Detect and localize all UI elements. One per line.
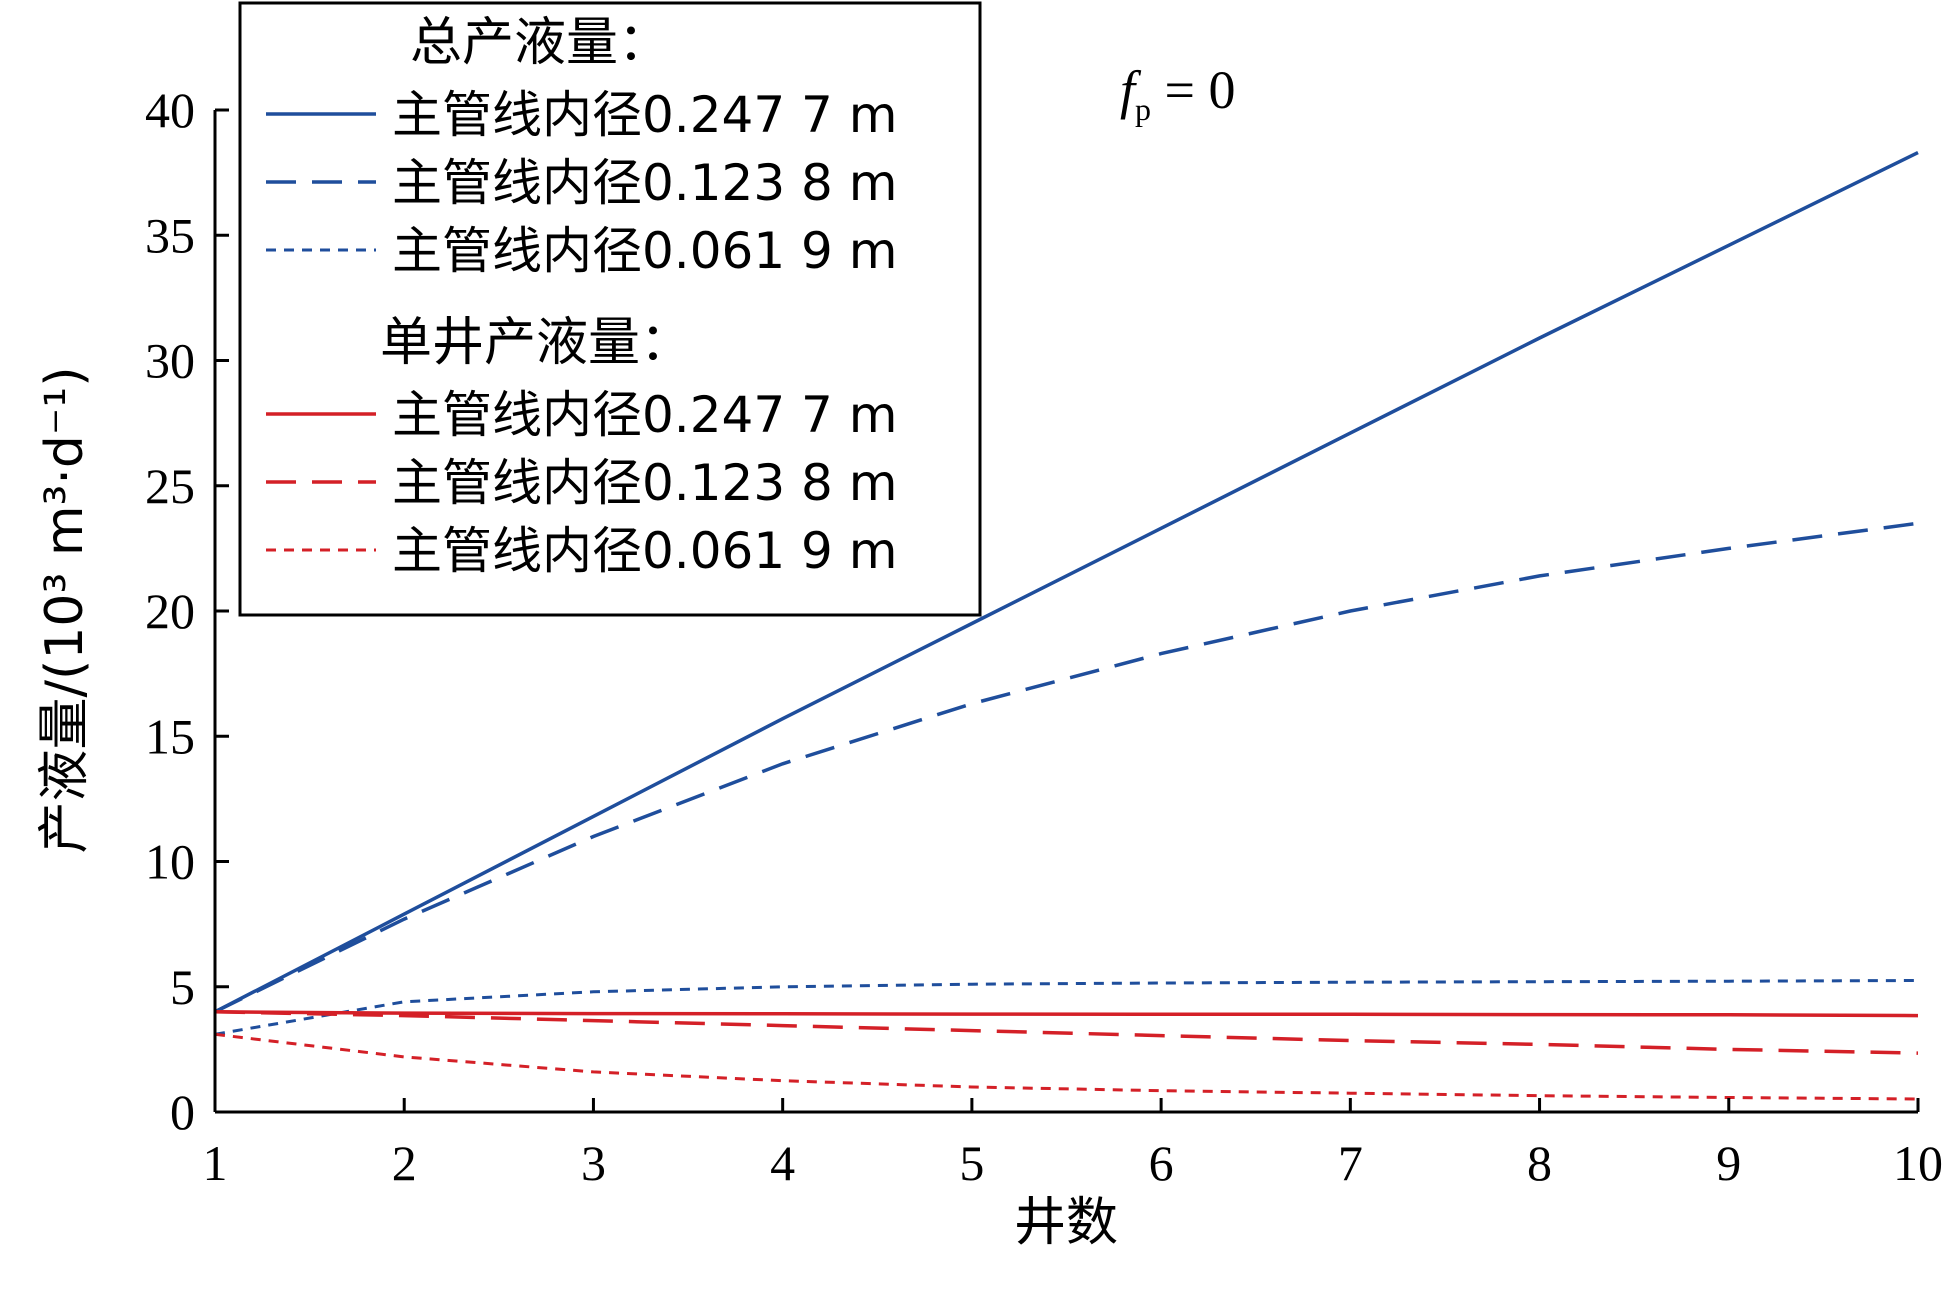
legend-items: 总产液量： 主管线内径0.247 7 m 主管线内径0.123 8 m 主管线内径0.…	[266, 13, 897, 580]
fp-subscript: p	[1135, 91, 1151, 127]
x-tick-label: 6	[1149, 1135, 1174, 1191]
x-tick-label: 8	[1527, 1135, 1552, 1191]
legend-group-title: 总产液量：	[410, 13, 670, 73]
series-line-2	[214, 979, 1919, 1036]
y-axis-title: 产液量/(10³ m³·d⁻¹)	[35, 367, 95, 854]
series-line-5	[214, 1032, 1919, 1101]
series-line-1	[214, 521, 1919, 1014]
y-tick-label: 40	[145, 82, 195, 138]
y-tick-label: 0	[170, 1084, 195, 1140]
x-tick-label: 9	[1716, 1135, 1741, 1191]
fp-rest: = 0	[1151, 60, 1235, 120]
legend-entry-label: 主管线内径0.123 8 m	[392, 154, 897, 212]
series-line-0	[214, 151, 1919, 1014]
legend-entry-label: 主管线内径0.247 7 m	[392, 386, 897, 444]
y-tick-label: 5	[170, 959, 195, 1015]
x-tick-label: 2	[392, 1135, 417, 1191]
plot-lines	[214, 151, 1919, 1101]
x-tick-label: 3	[581, 1135, 606, 1191]
legend-box	[238, 1, 982, 617]
x-axis-title: 井数	[1014, 1193, 1118, 1253]
x-tick-label: 5	[959, 1135, 984, 1191]
x-tick-label: 7	[1338, 1135, 1363, 1191]
y-tick-label: 20	[145, 583, 195, 639]
legend-entry-label: 主管线内径0.123 8 m	[392, 454, 897, 512]
x-tick-label: 4	[770, 1135, 795, 1191]
legend-entry-label: 主管线内径0.061 9 m	[392, 522, 897, 580]
fp-annotation: fp = 0	[1120, 60, 1235, 127]
y-ticks: 0 5 10 15 20 25 30 35 40	[145, 82, 229, 1140]
legend-entry-label: 主管线内径0.061 9 m	[392, 222, 897, 280]
y-tick-label: 25	[145, 458, 195, 514]
x-tick-label: 1	[203, 1135, 228, 1191]
series-line-4	[214, 1010, 1919, 1055]
legend: 总产液量： 主管线内径0.247 7 m 主管线内径0.123 8 m 主管线内径0.…	[238, 1, 982, 617]
y-tick-label: 15	[145, 708, 195, 764]
series-line-3	[214, 1010, 1919, 1018]
y-tick-label: 10	[145, 834, 195, 890]
x-ticks: 1 2 3 4 5 6 7 8 9 10	[203, 1098, 1943, 1191]
legend-entry-label: 主管线内径0.247 7 m	[392, 86, 897, 144]
x-tick-label: 10	[1893, 1135, 1943, 1191]
legend-group-title: 单井产液量：	[380, 313, 692, 373]
y-tick-label: 30	[145, 333, 195, 389]
y-tick-label: 35	[145, 207, 195, 263]
